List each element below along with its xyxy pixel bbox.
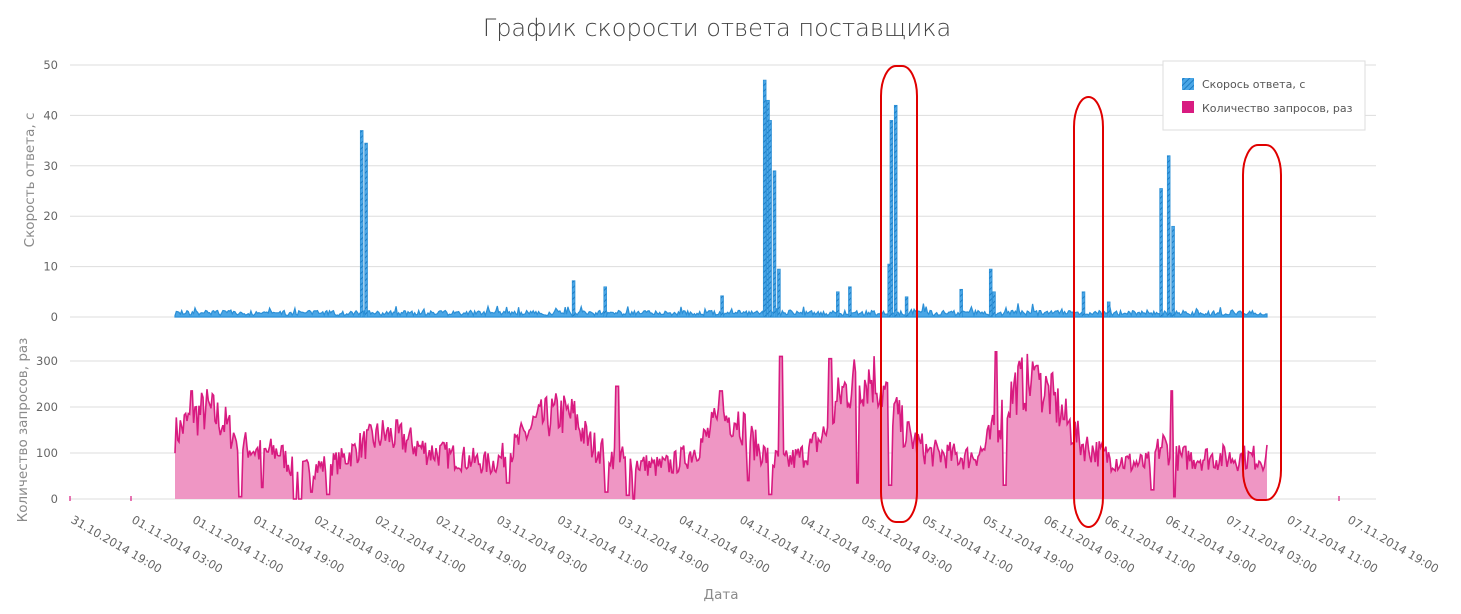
requests-axis-title: Количество запросов, раз [15,338,31,523]
speed-spike [768,120,772,318]
speed-y-ticks: 0 10 20 30 40 50 [43,58,58,324]
requests-line [174,351,1268,500]
speed-spike [364,142,368,318]
speed-series [174,79,1268,318]
speed-spike [959,288,963,318]
speed-spike [1081,291,1086,318]
speed-y-tick: 30 [43,159,58,173]
speed-spike [893,104,898,318]
speed-spike [571,280,576,318]
x-axis-title: Дата [704,587,739,603]
requests-y-tick: 300 [36,354,58,368]
legend-label-speed: Скорось ответа, с [1202,78,1305,91]
speed-spike [887,263,891,318]
legend-label-requests: Количество запросов, раз [1202,102,1353,115]
speed-y-tick: 10 [43,260,58,274]
speed-spike [1166,155,1171,318]
speed-spike [992,291,996,318]
highlight-ellipse [880,65,918,523]
speed-spike [720,295,724,318]
speed-spike [1106,301,1111,318]
requests-area-series [69,351,1340,501]
speed-spike [889,120,894,318]
legend: Скорось ответа, с Количество запросов, р… [1162,60,1366,131]
speed-spike [1171,225,1175,318]
chart-title: График скорости ответа поставщика [483,14,951,42]
highlight-annotations [880,65,1282,528]
speed-y-tick: 20 [43,209,58,223]
legend-swatch-requests [1182,101,1194,113]
speed-y-tick: 50 [43,58,58,72]
requests-area-fill [175,351,1267,499]
speed-y-tick: 0 [51,310,58,324]
highlight-ellipse [1242,144,1282,501]
speed-axis-title: Скорость ответа, с [22,113,38,248]
requests-y-tick: 200 [36,400,58,414]
requests-y-ticks: 0 100 200 300 [36,354,58,506]
speed-spike [772,170,777,318]
speed-spike [603,286,607,318]
speed-spike [988,268,993,318]
requests-y-tick: 0 [51,492,58,506]
speed-spike [762,79,767,318]
highlight-ellipse [1073,96,1104,528]
speed-spike [359,130,364,318]
legend-box [1162,60,1366,131]
speed-spike [904,296,909,318]
speed-spike [1159,188,1163,318]
speed-spike [777,268,781,318]
speed-y-tick: 40 [43,108,58,122]
legend-swatch-speed [1182,78,1194,90]
speed-spike [836,291,840,318]
requests-y-tick: 100 [36,446,58,460]
speed-spike [848,286,852,318]
